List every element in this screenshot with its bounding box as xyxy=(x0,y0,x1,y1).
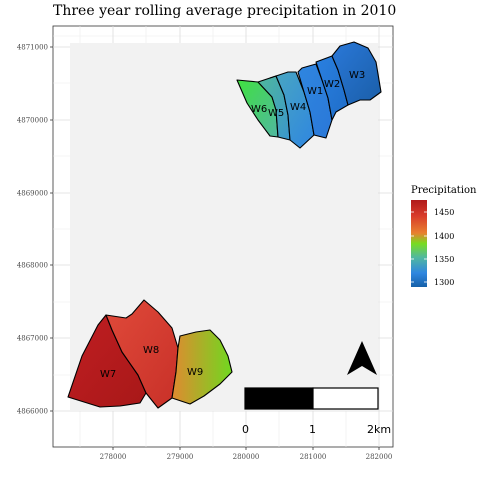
legend-title: Precipitation xyxy=(411,185,477,196)
x-tick-label: 278000 xyxy=(100,453,127,461)
scale-label-0: 0 xyxy=(242,423,249,436)
scale-label-2: 2km xyxy=(367,423,391,436)
label-W4: W4 xyxy=(290,102,306,113)
label-W1: W1 xyxy=(307,86,323,97)
watershed-W9[interactable] xyxy=(171,329,233,405)
x-tick-label: 282000 xyxy=(366,453,393,461)
label-W8: W8 xyxy=(143,345,159,356)
y-tick-label: 4869000 xyxy=(17,190,48,198)
chart-title: Three year rolling average precipitation… xyxy=(53,3,396,19)
label-W5: W5 xyxy=(268,108,284,119)
y-axis: 4866000 4867000 4868000 4869000 4870000 … xyxy=(17,44,53,416)
label-W9: W9 xyxy=(187,367,203,378)
y-tick-label: 4868000 xyxy=(17,262,48,270)
watersheds xyxy=(67,41,382,409)
legend-tick-label: 1350 xyxy=(434,255,454,264)
scale-label-1: 1 xyxy=(309,423,316,436)
legend-colorbar xyxy=(411,200,427,287)
y-tick-label: 4871000 xyxy=(17,44,48,52)
watershed-labels: W1 W2 W3 W4 W5 W6 W7 W8 W9 xyxy=(100,70,365,380)
legend-tick-label: 1400 xyxy=(434,232,454,241)
label-W3: W3 xyxy=(349,70,365,81)
scale-bar: 0 1 2km xyxy=(242,387,391,436)
label-W2: W2 xyxy=(324,79,340,90)
legend-tick-label: 1300 xyxy=(434,278,454,287)
legend-tick-label: 1450 xyxy=(434,208,454,217)
legend: Precipitation 1450 1400 1350 1300 xyxy=(411,185,477,287)
watershed-W4[interactable] xyxy=(269,71,315,149)
y-tick-label: 4867000 xyxy=(17,335,48,343)
label-W7: W7 xyxy=(100,369,116,380)
x-tick-label: 281000 xyxy=(300,453,327,461)
x-tick-label: 279000 xyxy=(167,453,194,461)
y-tick-label: 4866000 xyxy=(17,408,48,416)
watershed-W3[interactable] xyxy=(331,41,382,106)
y-tick-label: 4870000 xyxy=(17,117,48,125)
north-arrow-icon xyxy=(347,341,377,375)
label-W6: W6 xyxy=(251,104,267,115)
x-axis: 278000 279000 280000 281000 282000 xyxy=(100,447,393,461)
x-tick-label: 280000 xyxy=(233,453,260,461)
